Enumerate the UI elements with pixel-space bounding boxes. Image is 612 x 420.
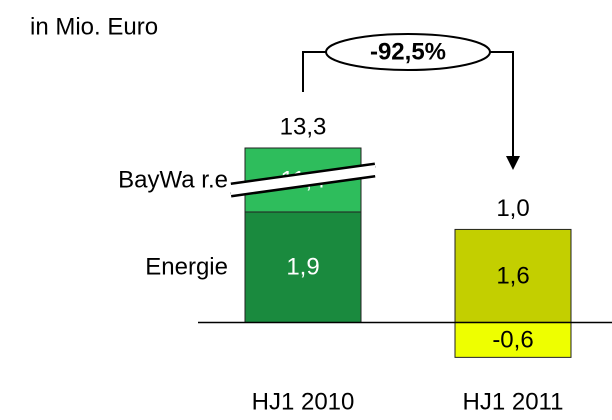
change-annotation: -92,5%: [302, 33, 520, 170]
unit-title: in Mio. Euro: [30, 13, 158, 40]
total-label: 1,0: [496, 195, 529, 222]
bracket-right: [490, 51, 514, 158]
value-label: 1,9: [286, 254, 319, 281]
x-tick-label: HJ1 2010: [252, 388, 355, 415]
bar-segment: [454, 228, 572, 323]
bracket-left: [302, 51, 326, 92]
axis-break-gap: [231, 164, 375, 195]
change-label: -92,5%: [370, 38, 446, 65]
value-label: 1,6: [496, 262, 529, 289]
bar-segment: [244, 211, 362, 323]
total-label: 13,3: [280, 113, 327, 140]
value-label: -0,6: [492, 326, 533, 353]
change-ellipse: [325, 33, 491, 71]
series-label: BayWa r.e: [118, 166, 228, 193]
arrow-head: [506, 156, 520, 170]
x-tick-label: HJ1 2011: [463, 388, 564, 415]
series-label: Energie: [145, 254, 228, 281]
bar-segment: [454, 321, 572, 358]
